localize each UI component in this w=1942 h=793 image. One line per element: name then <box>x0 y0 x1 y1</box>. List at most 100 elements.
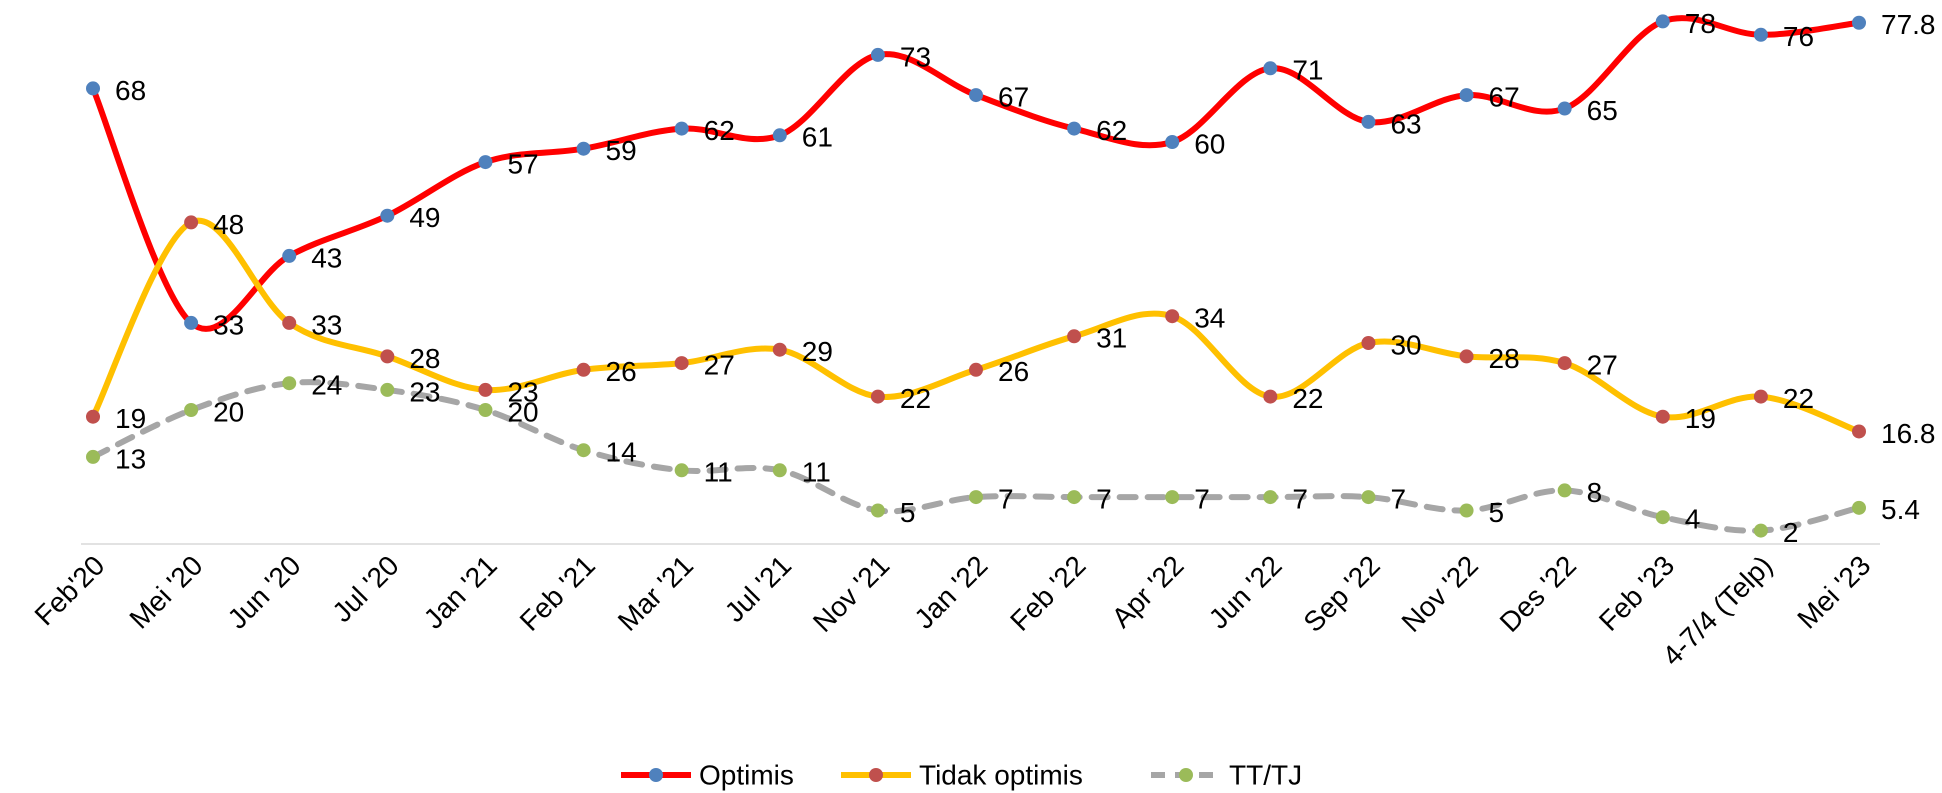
x-tick-label: Jan '22 <box>908 550 993 635</box>
data-point <box>1361 336 1376 350</box>
data-label: 28 <box>1489 343 1520 374</box>
data-point <box>576 443 591 458</box>
data-label: 11 <box>704 457 733 488</box>
data-point <box>282 248 297 263</box>
legend-marker <box>649 768 663 782</box>
series-line <box>90 217 1862 435</box>
data-label: 71 <box>1292 55 1323 86</box>
x-tick-label: Nov '21 <box>807 550 895 638</box>
data-point <box>772 128 787 143</box>
data-label: 27 <box>1587 349 1618 380</box>
data-point <box>478 403 493 417</box>
x-tick-label: Des '22 <box>1494 550 1582 638</box>
data-label: 23 <box>409 376 440 407</box>
data-point <box>969 362 983 377</box>
data-point <box>478 155 493 170</box>
data-point <box>1165 490 1180 505</box>
data-point <box>1557 356 1572 371</box>
data-point <box>1753 389 1768 404</box>
data-point <box>184 315 199 330</box>
data-point <box>772 342 787 357</box>
legend-marker <box>869 768 883 782</box>
data-point <box>674 463 689 478</box>
data-label: 61 <box>802 122 833 153</box>
data-point <box>1557 101 1572 116</box>
data-label: 29 <box>802 336 833 367</box>
data-point <box>576 362 591 377</box>
data-point <box>1655 409 1670 424</box>
data-point <box>184 403 199 417</box>
x-tick-label: Mar '21 <box>612 550 699 637</box>
data-point <box>1361 114 1376 129</box>
data-point <box>1852 424 1866 439</box>
data-label: 4 <box>1685 504 1701 535</box>
data-point <box>674 121 689 136</box>
data-label: 24 <box>311 370 342 401</box>
x-tick-label: Nov '22 <box>1396 550 1484 638</box>
data-point <box>184 215 199 230</box>
x-tick-label: Mei '20 <box>123 550 208 635</box>
data-label: 77.8 <box>1881 9 1936 40</box>
x-tick-label: Jun '22 <box>1203 550 1288 635</box>
data-point <box>1263 389 1278 404</box>
data-point <box>969 88 983 103</box>
x-tick-label: Jul '21 <box>719 550 798 629</box>
data-label: 33 <box>213 309 244 340</box>
data-label: 16.8 <box>1881 418 1936 449</box>
data-label: 20 <box>213 396 244 427</box>
x-tick-label: Jan '21 <box>418 550 503 635</box>
data-label: 2 <box>1783 517 1799 548</box>
data-label: 34 <box>1194 303 1225 334</box>
data-point <box>1067 329 1082 344</box>
data-point <box>86 449 100 464</box>
data-label: 22 <box>900 383 931 414</box>
data-label: 73 <box>900 41 931 72</box>
x-tick-label: Feb '23 <box>1593 550 1680 637</box>
x-tick-label: Jul '20 <box>326 550 405 629</box>
data-point <box>870 389 885 404</box>
data-label: 11 <box>802 457 831 488</box>
data-label: 57 <box>507 148 538 179</box>
data-point <box>870 47 885 62</box>
data-point <box>772 463 787 478</box>
data-label: 28 <box>409 343 440 374</box>
data-point <box>1067 121 1082 136</box>
data-label: 31 <box>1096 323 1127 354</box>
data-label: 22 <box>1292 383 1323 414</box>
data-label: 19 <box>1685 403 1716 434</box>
data-label: 26 <box>998 356 1029 387</box>
data-point <box>86 409 100 424</box>
data-point <box>1165 135 1180 149</box>
legend: Optimis Tidak optimis TT/TJ <box>621 759 1302 790</box>
data-label: 7 <box>998 483 1014 514</box>
data-label: 67 <box>1489 81 1520 112</box>
legend-label: Tidak optimis <box>919 759 1083 790</box>
data-label: 59 <box>606 135 637 166</box>
x-tick-label: Feb '21 <box>514 550 601 637</box>
x-tick-label: Mei '23 <box>1791 550 1876 635</box>
data-label: 7 <box>1390 483 1406 514</box>
data-point <box>86 81 100 96</box>
data-label: 62 <box>704 115 735 146</box>
x-tick-label: Feb '22 <box>1004 550 1091 637</box>
data-point <box>674 356 689 371</box>
data-label: 43 <box>311 242 342 273</box>
data-point <box>1753 27 1768 42</box>
data-point <box>1655 14 1670 29</box>
x-tick-label: Apr '22 <box>1106 550 1190 634</box>
series-line <box>90 15 1862 332</box>
data-label: 19 <box>115 403 146 434</box>
data-point <box>380 208 395 223</box>
data-label: 48 <box>213 209 244 240</box>
x-tick-label: Feb'20 <box>29 550 111 632</box>
data-label: 68 <box>115 75 146 106</box>
data-label: 5 <box>1489 497 1505 528</box>
data-label: 7 <box>1096 483 1112 514</box>
series-line <box>90 379 1862 534</box>
data-label: 23 <box>507 376 538 407</box>
data-point <box>1655 510 1670 525</box>
data-point <box>1852 15 1866 30</box>
data-label: 63 <box>1390 108 1421 139</box>
data-point <box>380 349 395 364</box>
